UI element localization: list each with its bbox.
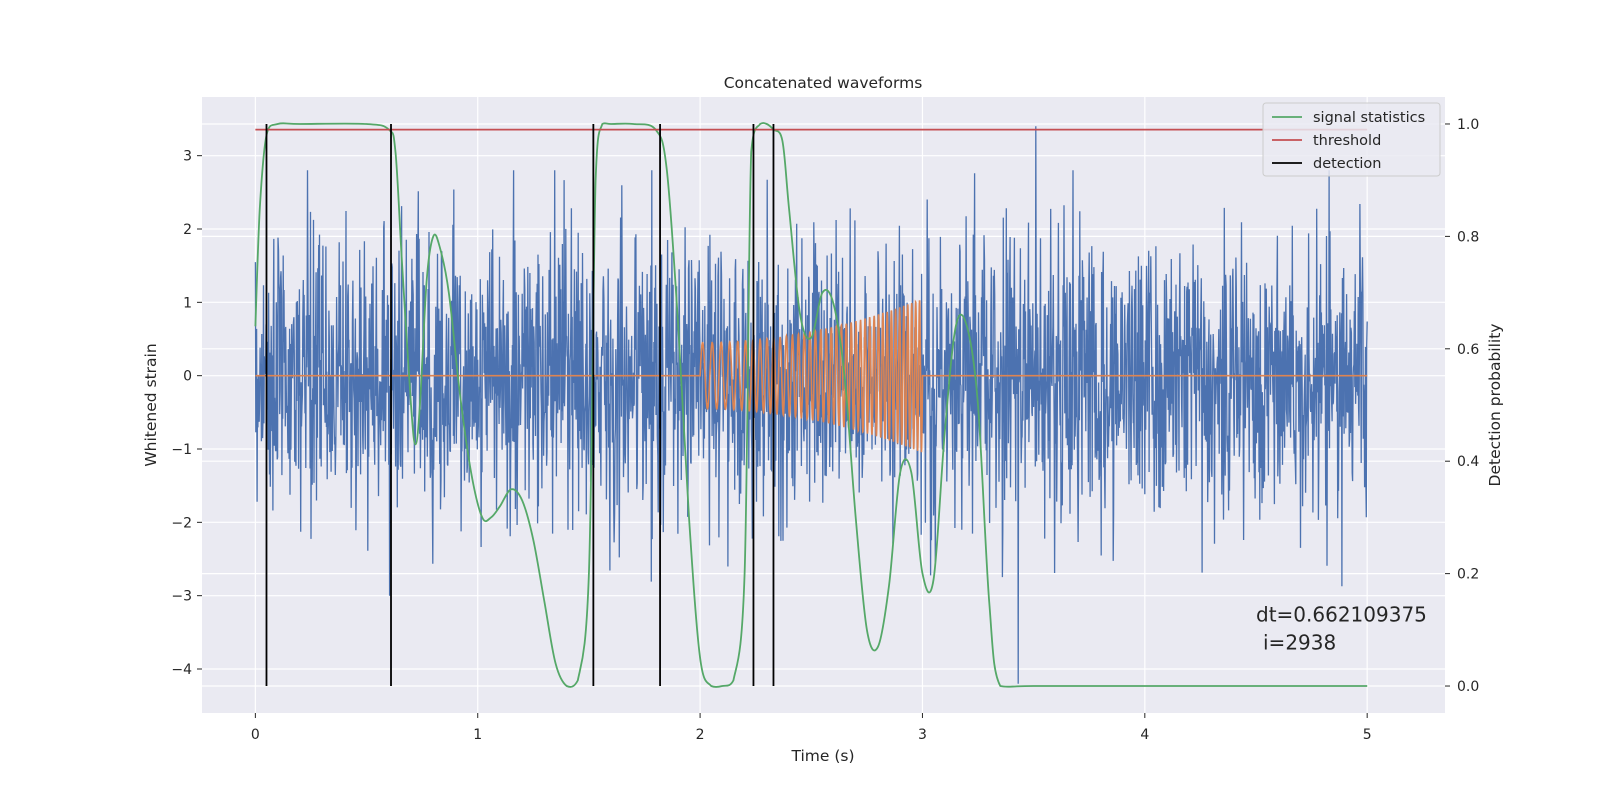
detection-series [265,123,775,687]
x-tick-label: 5 [1363,727,1372,743]
y2-tick-label: 0.4 [1457,454,1479,470]
legend: signal statistics threshold detection [1262,102,1441,177]
y-tick-label: 2 [183,222,192,238]
y-tick-label: −3 [171,589,192,605]
axes: 0 1 2 3 4 5 3 2 1 0 −1 −2 −3 −4 1.0 0.8 0.6 0.4 0.2 0.0 [171,117,1479,743]
annotation-index: i=2938 [1263,630,1336,654]
y-tick-label: −4 [171,662,192,678]
x-axis-label: Time (s) [790,747,854,765]
annotation-dt: dt=0.662109375 [1256,602,1427,626]
y-tick-label: 0 [183,369,192,385]
y-axis-label: Whitened strain [142,343,160,466]
y-tick-label: 3 [183,149,192,165]
y2-tick-label: 0.2 [1457,567,1479,583]
legend-box [1262,102,1441,177]
injection-line [255,299,1368,453]
y-tick-label: 1 [183,295,192,311]
y2-axis-label: Detection probability [1486,324,1504,487]
y2-tick-label: 0.6 [1457,342,1479,358]
x-tick-label: 0 [251,727,260,743]
chart-title: Concatenated waveforms [724,74,923,92]
signal-statistics-line [254,122,1368,688]
y-tick-label: −2 [171,515,192,531]
y2-tick-label: 0.8 [1457,229,1479,245]
legend-label-detection: detection [1313,156,1381,172]
x-tick-label: 4 [1140,727,1149,743]
y2-tick-label: 0.0 [1457,679,1479,695]
x-tick-label: 1 [473,727,482,743]
injection-series [255,299,1368,453]
legend-label-threshold: threshold [1313,133,1381,149]
y-tick-label: −1 [171,442,192,458]
signal-statistics-series [254,122,1368,688]
x-tick-label: 2 [696,727,705,743]
y2-tick-label: 1.0 [1457,117,1479,133]
legend-label-signal-statistics: signal statistics [1313,110,1425,126]
x-tick-label: 3 [918,727,927,743]
